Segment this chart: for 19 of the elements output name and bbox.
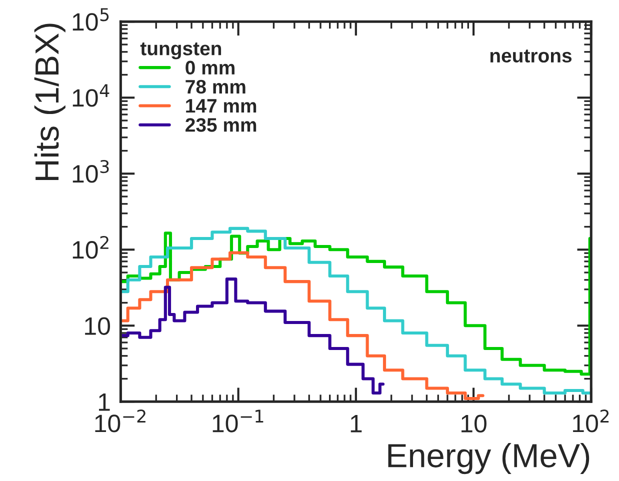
y-tick-label: 1 [98,393,110,411]
annotation: neutrons [490,50,572,63]
y-axis-title: Hits (1/BX) [34,24,66,180]
y-tick-label: 10$^{5}$ [72,8,109,31]
x-tick-label: 10$^{2}$ [573,410,609,432]
legend-title: tungsten [140,42,222,60]
x-tick-label: 1 [350,415,362,432]
legend-label: 235 mm [186,118,256,132]
legend-label: 0 mm [186,60,234,75]
legend-label: 147 mm [186,99,256,113]
y-tick-label: 10$^{3}$ [72,160,109,183]
x-tick-label: 10 [462,414,486,432]
y-tick-label: 10$^{2}$ [72,236,108,259]
y-tick-label: 10$^{4}$ [72,84,110,107]
x-tick-label: 10$^{−1}$ [212,410,264,432]
legend-label: 78 mm [186,80,246,94]
x-axis-title: Energy (MeV) [388,442,590,474]
x-tick-label: 10$^{−2}$ [95,410,146,432]
y-tick-label: 10 [85,317,110,335]
